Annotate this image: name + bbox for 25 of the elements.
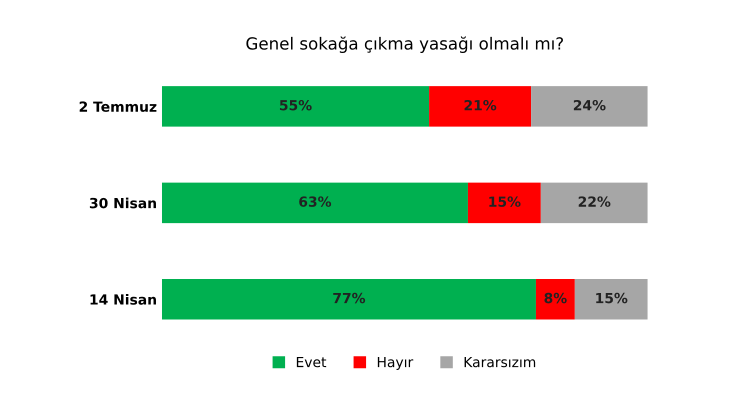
data-label: 15%	[596, 292, 628, 304]
data-label: 8%	[544, 292, 567, 304]
data-label: 15%	[489, 196, 521, 207]
bar	[162, 279, 536, 320]
bar	[429, 86, 532, 127]
bar	[536, 279, 575, 320]
bar	[468, 182, 541, 224]
y-tick-label: 2 Temmuz	[80, 101, 156, 112]
legend-label: Evet	[296, 356, 326, 368]
bar	[540, 182, 648, 224]
data-label: 24%	[574, 100, 606, 110]
data-label: 77%	[333, 292, 366, 304]
bar	[162, 182, 468, 224]
chart-title: Genel sokağa çıkma yasağı olmalı mı?	[246, 36, 563, 53]
data-label: 55%	[280, 100, 312, 110]
bar	[531, 86, 648, 127]
bar	[574, 279, 648, 320]
legend-label: Kararsızım	[464, 356, 536, 368]
legend-label: Hayır	[378, 356, 414, 370]
bar	[162, 86, 430, 127]
data-label: 63%	[299, 196, 332, 207]
data-label: 22%	[578, 196, 610, 207]
y-tick-label: 30 Nisan	[90, 198, 156, 208]
y-tick-label: 14 Nisan	[90, 294, 156, 305]
data-label: 21%	[464, 100, 496, 110]
